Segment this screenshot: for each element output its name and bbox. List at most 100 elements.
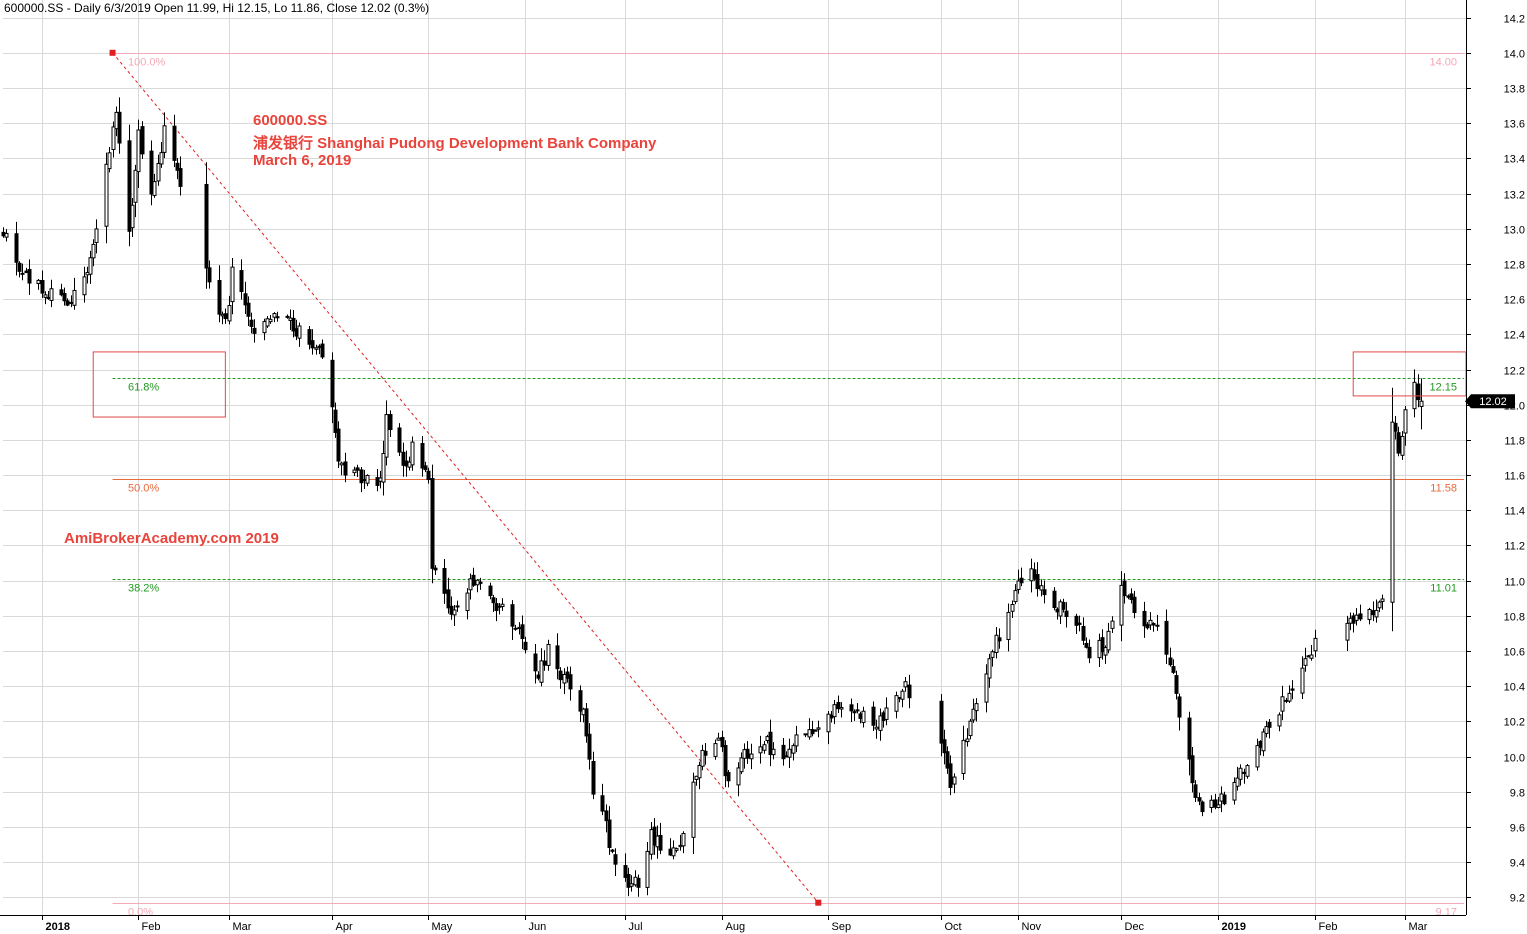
candle-body [1396,432,1401,454]
candle-body [1400,435,1405,456]
candle-body [91,243,96,259]
candle-body [230,266,235,303]
candle-body [861,710,866,723]
candle-body [758,746,763,754]
x-tick-label: May [432,921,453,933]
candle-body [871,706,876,726]
fib-anchor-low [815,899,822,906]
y-tick-label: 13.4 [1504,154,1525,166]
candle-body [1151,623,1156,626]
candle-body [1390,421,1395,603]
candle-body [1155,624,1160,627]
candle-body [523,641,528,651]
candle-body [40,280,45,294]
candle-body [945,751,950,769]
candle-body [384,414,389,458]
candle-body [162,125,167,153]
candle-body [555,645,560,670]
y-tick-label: 13.6 [1504,119,1525,131]
candle-body [268,318,273,323]
candle-body [252,327,257,334]
x-tick-label: 2019 [1222,921,1246,933]
candle-body [781,744,786,760]
candle-body [591,760,596,795]
candle-body [984,673,989,703]
candle-body [136,129,141,173]
candle-body [1168,657,1173,666]
candle-body [974,703,979,712]
candle-body [1087,646,1092,659]
candle-body [1074,615,1079,626]
candle-body [968,720,973,737]
candle-body [455,605,460,608]
candle-body [343,461,348,476]
candle-body [27,268,32,284]
x-tick-label: Mar [1409,921,1428,933]
candle-body [410,441,415,466]
candle-body [1190,755,1195,784]
y-tick-label: 11.4 [1504,506,1525,518]
y-tick-label: 11.6 [1504,471,1525,483]
y-tick-label: 11.0 [1504,577,1525,589]
candle-body [1197,797,1202,802]
candle-body [623,865,628,878]
candle-body [381,453,386,483]
candle-body [610,849,615,852]
candle-body [1377,601,1382,609]
candle-body [107,152,112,170]
company-annotation: 浦发银行 Shanghai Pudong Development Bank Co… [253,135,657,152]
candle-body [971,708,976,721]
candle-body [894,695,899,712]
candle-body [285,315,290,318]
candle-body [568,674,573,690]
candle-body [491,597,496,604]
candle-body [987,658,992,679]
y-tick-label: 10.0 [1504,753,1525,765]
y-tick-label: 13.8 [1504,84,1525,96]
candle-body [884,707,889,720]
candle-body [787,748,792,758]
fib-level-label: 100.0% [128,57,166,69]
candle-body [1245,765,1250,777]
candle-body [1280,696,1285,712]
candle-body [72,289,77,306]
candle-body [539,660,544,683]
candle-body [217,280,222,315]
candle-body [697,764,702,779]
candle-body [426,470,431,481]
candle-body [1193,784,1198,798]
candle-body [942,739,947,754]
candle-body [794,734,799,747]
candle-body [578,690,583,712]
candle-body [333,409,338,433]
candle-body [1358,613,1363,620]
candle-body [671,847,676,857]
candle-body [813,729,818,732]
candle-body [1100,637,1105,653]
fib-level-label: 61.8% [128,382,159,394]
x-tick-label: Jun [529,921,547,933]
candle-body [703,750,708,756]
candle-body [1039,585,1044,591]
candle-body [1235,777,1240,787]
candle-body [1174,675,1179,694]
candle-body [584,708,589,737]
y-tick-label: 13.0 [1504,225,1525,237]
candle-body [836,701,841,710]
candle-body [117,111,122,144]
candle-body [629,883,634,887]
candlestick-series [1,97,1424,897]
candle-body [645,850,650,888]
y-tick-label: 14.0 [1504,49,1525,61]
fib-level-value: 14.00 [1429,57,1457,69]
fib-level-label: 0.0% [128,907,153,919]
candle-body [420,443,425,469]
candle-body [1010,604,1015,612]
fib-level-value: 9.17 [1436,907,1457,919]
candle-body [1013,590,1018,603]
fib-diagonal-line [112,52,819,904]
candle-body [239,270,244,293]
y-tick-label: 9.8 [1510,788,1525,800]
fibonacci-levels: 100.0% 14.00 61.8% 12.15 50.0% 11.58 38.2% 11.0… [109,49,1464,919]
